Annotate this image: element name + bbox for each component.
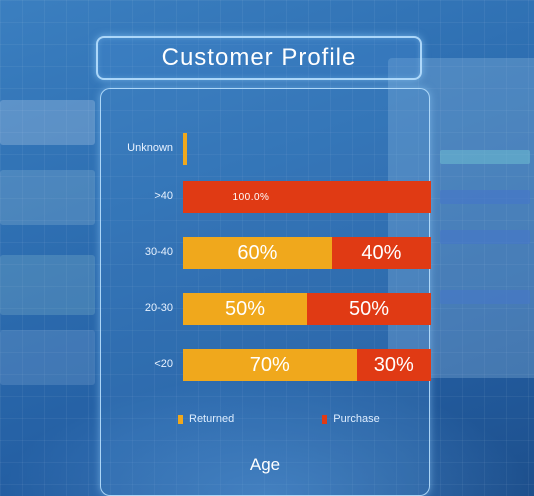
data-label: 40% bbox=[361, 241, 402, 264]
data-label: 70% bbox=[249, 353, 290, 376]
background-shelf-product bbox=[0, 170, 95, 225]
bar-purchase bbox=[183, 181, 431, 213]
title-box: Customer Profile bbox=[96, 36, 422, 80]
bar-purchase bbox=[356, 349, 431, 381]
legend-item-purchase: Purchase bbox=[322, 413, 380, 425]
category-label: <20 bbox=[154, 358, 173, 370]
category-label: >40 bbox=[154, 190, 173, 202]
chart-title: Customer Profile bbox=[161, 44, 357, 71]
data-label: 60% bbox=[237, 241, 278, 264]
category-label: Unknown bbox=[127, 142, 173, 154]
data-label: 100.0% bbox=[232, 191, 270, 203]
data-label: 50% bbox=[348, 297, 390, 320]
legend: Returned Purchase bbox=[178, 412, 418, 426]
category-label: 30-40 bbox=[144, 246, 173, 258]
bar-returned bbox=[183, 237, 332, 269]
background-bar bbox=[440, 230, 530, 244]
data-label: 50% bbox=[224, 297, 266, 320]
legend-swatch-purchase bbox=[322, 414, 328, 424]
bar-purchase bbox=[307, 293, 431, 325]
legend-item-returned: Returned bbox=[178, 413, 234, 425]
background-bar bbox=[440, 290, 530, 304]
bar-returned bbox=[183, 349, 357, 381]
background-bar bbox=[440, 150, 530, 164]
bar-purchase bbox=[331, 237, 431, 269]
x-axis-title: Age bbox=[249, 455, 281, 474]
legend-label-returned: Returned bbox=[189, 413, 235, 425]
background-shelf-product bbox=[0, 255, 95, 315]
background-bar bbox=[440, 190, 530, 204]
background-shelf-product bbox=[0, 100, 95, 145]
bar-returned bbox=[183, 293, 307, 325]
data-label: 30% bbox=[373, 353, 414, 376]
legend-label-purchase: Purchase bbox=[333, 413, 380, 425]
category-label: 20-30 bbox=[144, 302, 173, 314]
legend-swatch-returned bbox=[178, 414, 183, 424]
background-shelf-product bbox=[0, 330, 95, 385]
bar-returned bbox=[183, 133, 187, 165]
chart-panel bbox=[100, 88, 430, 496]
